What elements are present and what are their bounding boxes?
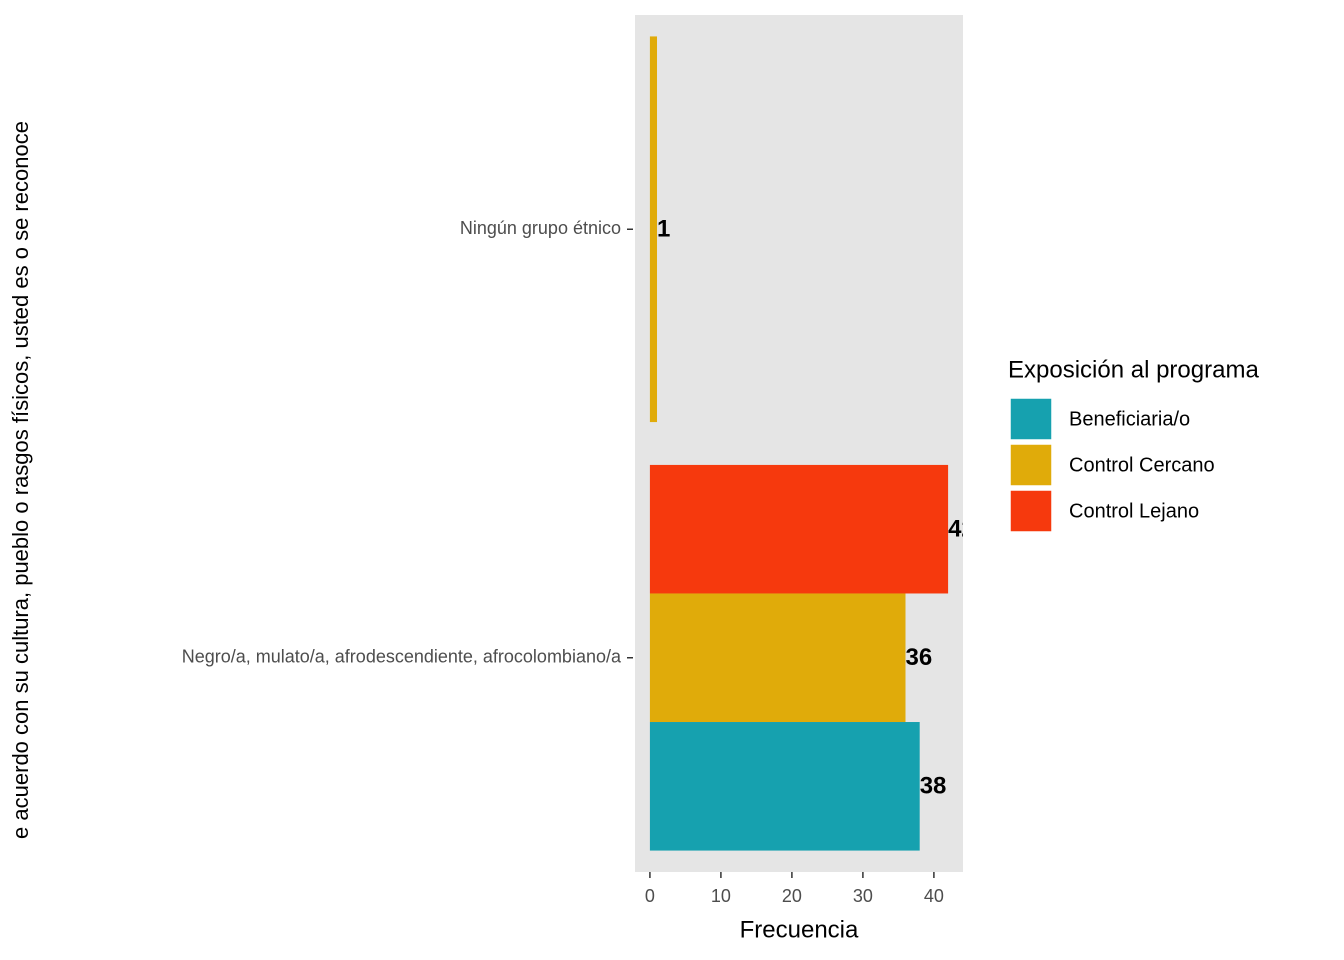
- value-label: 38: [920, 773, 947, 800]
- legend-label: Beneficiaria/o: [1069, 408, 1190, 430]
- bars: 1 42 36 38: [649, 36, 975, 851]
- legend-key: [1009, 397, 1053, 441]
- x-tick-label: 20: [782, 886, 802, 906]
- legend-key: [1009, 443, 1053, 487]
- y-tick-label: Negro/a, mulato/a, afrodescendiente, afr…: [182, 647, 622, 667]
- x-tick-label: 0: [645, 886, 655, 906]
- bar: [649, 36, 658, 423]
- x-tick-label: 40: [924, 886, 944, 906]
- legend-label: Control Cercano: [1069, 454, 1215, 476]
- bar: [649, 464, 949, 594]
- y-tick-label: Ningún grupo étnico: [460, 218, 621, 238]
- legend-label: Control Lejano: [1069, 500, 1199, 522]
- value-label: 1: [657, 216, 670, 243]
- value-label: 36: [905, 644, 932, 671]
- x-tick-label: 30: [853, 886, 873, 906]
- value-label: 42: [948, 516, 975, 543]
- bar: [649, 722, 920, 851]
- legend-title: Exposición al programa: [1008, 356, 1259, 383]
- legend-key: [1009, 489, 1053, 533]
- x-tick-label: 10: [711, 886, 731, 906]
- bar: [649, 593, 906, 723]
- x-axis-title: Frecuencia: [740, 916, 859, 943]
- y-axis-title: e acuerdo con su cultura, pueblo o rasgo…: [8, 121, 33, 839]
